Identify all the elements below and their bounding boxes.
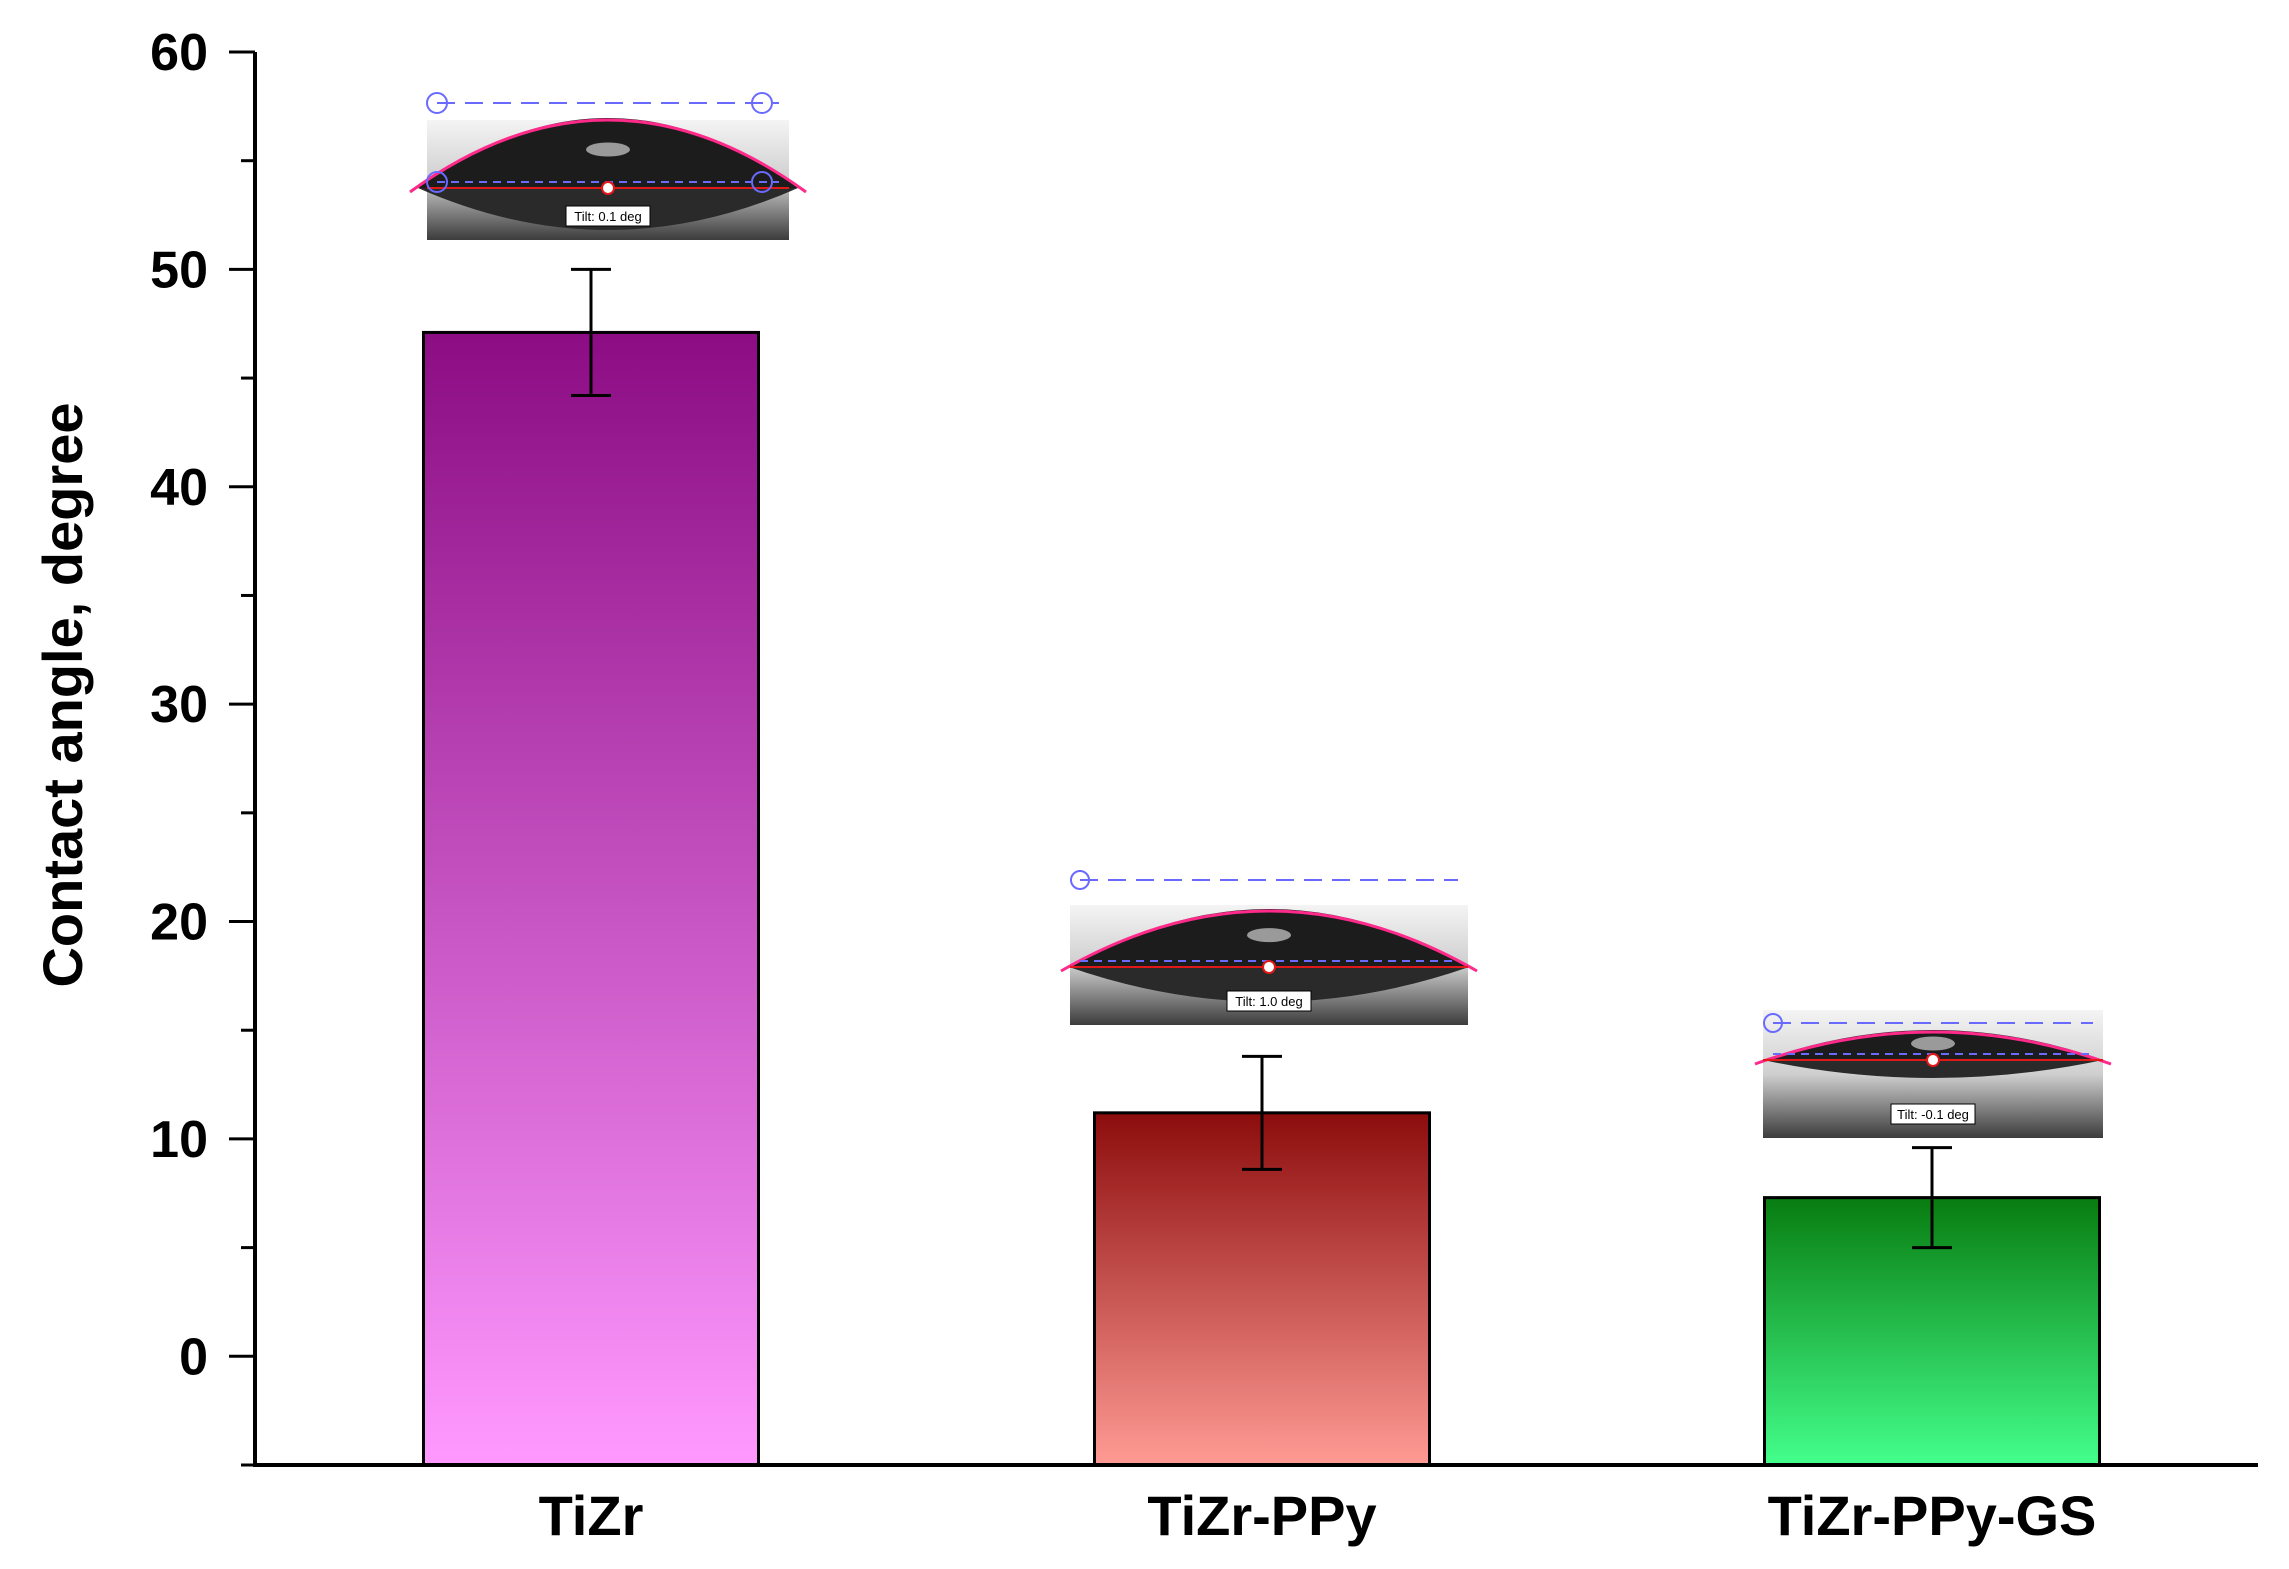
y-tick-label: 0 xyxy=(179,1328,208,1386)
droplet-insets-group: Tilt: 0.1 deg Tilt: 1.0 deg Tilt: -0.1 deg xyxy=(409,92,2112,1138)
inset-tilt-label: Tilt: 1.0 deg xyxy=(1235,994,1302,1009)
y-tick-label: 30 xyxy=(150,676,208,734)
inset-tilt-label: Tilt: 0.1 deg xyxy=(574,209,641,224)
y-tick-label: 60 xyxy=(150,24,208,82)
error-bars-group xyxy=(571,267,1952,1250)
error-bar-tizr-ppy xyxy=(1242,1054,1282,1171)
error-bar-tizr-ppy-gs xyxy=(1912,1146,1952,1250)
y-axis-title: Contact angle, degree xyxy=(31,402,94,987)
y-tick-label: 10 xyxy=(150,1111,208,1169)
axes-group xyxy=(229,50,2258,1467)
y-tick-label: 20 xyxy=(150,894,208,952)
y-tick-label: 50 xyxy=(150,241,208,299)
error-bar-tizr xyxy=(571,267,611,397)
bar-tizr xyxy=(422,330,760,1467)
y-tick-label: 40 xyxy=(150,459,208,517)
x-tick-label: TiZr xyxy=(539,1484,644,1547)
droplet-inset-tizr-ppy-gs: Tilt: -0.1 deg xyxy=(1754,1010,2112,1138)
droplet-inset-tizr-ppy: Tilt: 1.0 deg xyxy=(1060,870,1478,1025)
x-tick-label: TiZr-PPy xyxy=(1147,1484,1376,1547)
droplet-inset-tizr: Tilt: 0.1 deg xyxy=(409,92,807,240)
x-tick-label: TiZr-PPy-GS xyxy=(1768,1484,2097,1547)
bar-tizr-ppy xyxy=(1093,1111,1431,1467)
bars-group xyxy=(422,330,2101,1467)
labels-group: TiZr TiZr-PPy TiZr-PPy-GS 0 10 20 30 40 50 60 xyxy=(150,24,2096,1547)
inset-tilt-label: Tilt: -0.1 deg xyxy=(1897,1107,1969,1122)
